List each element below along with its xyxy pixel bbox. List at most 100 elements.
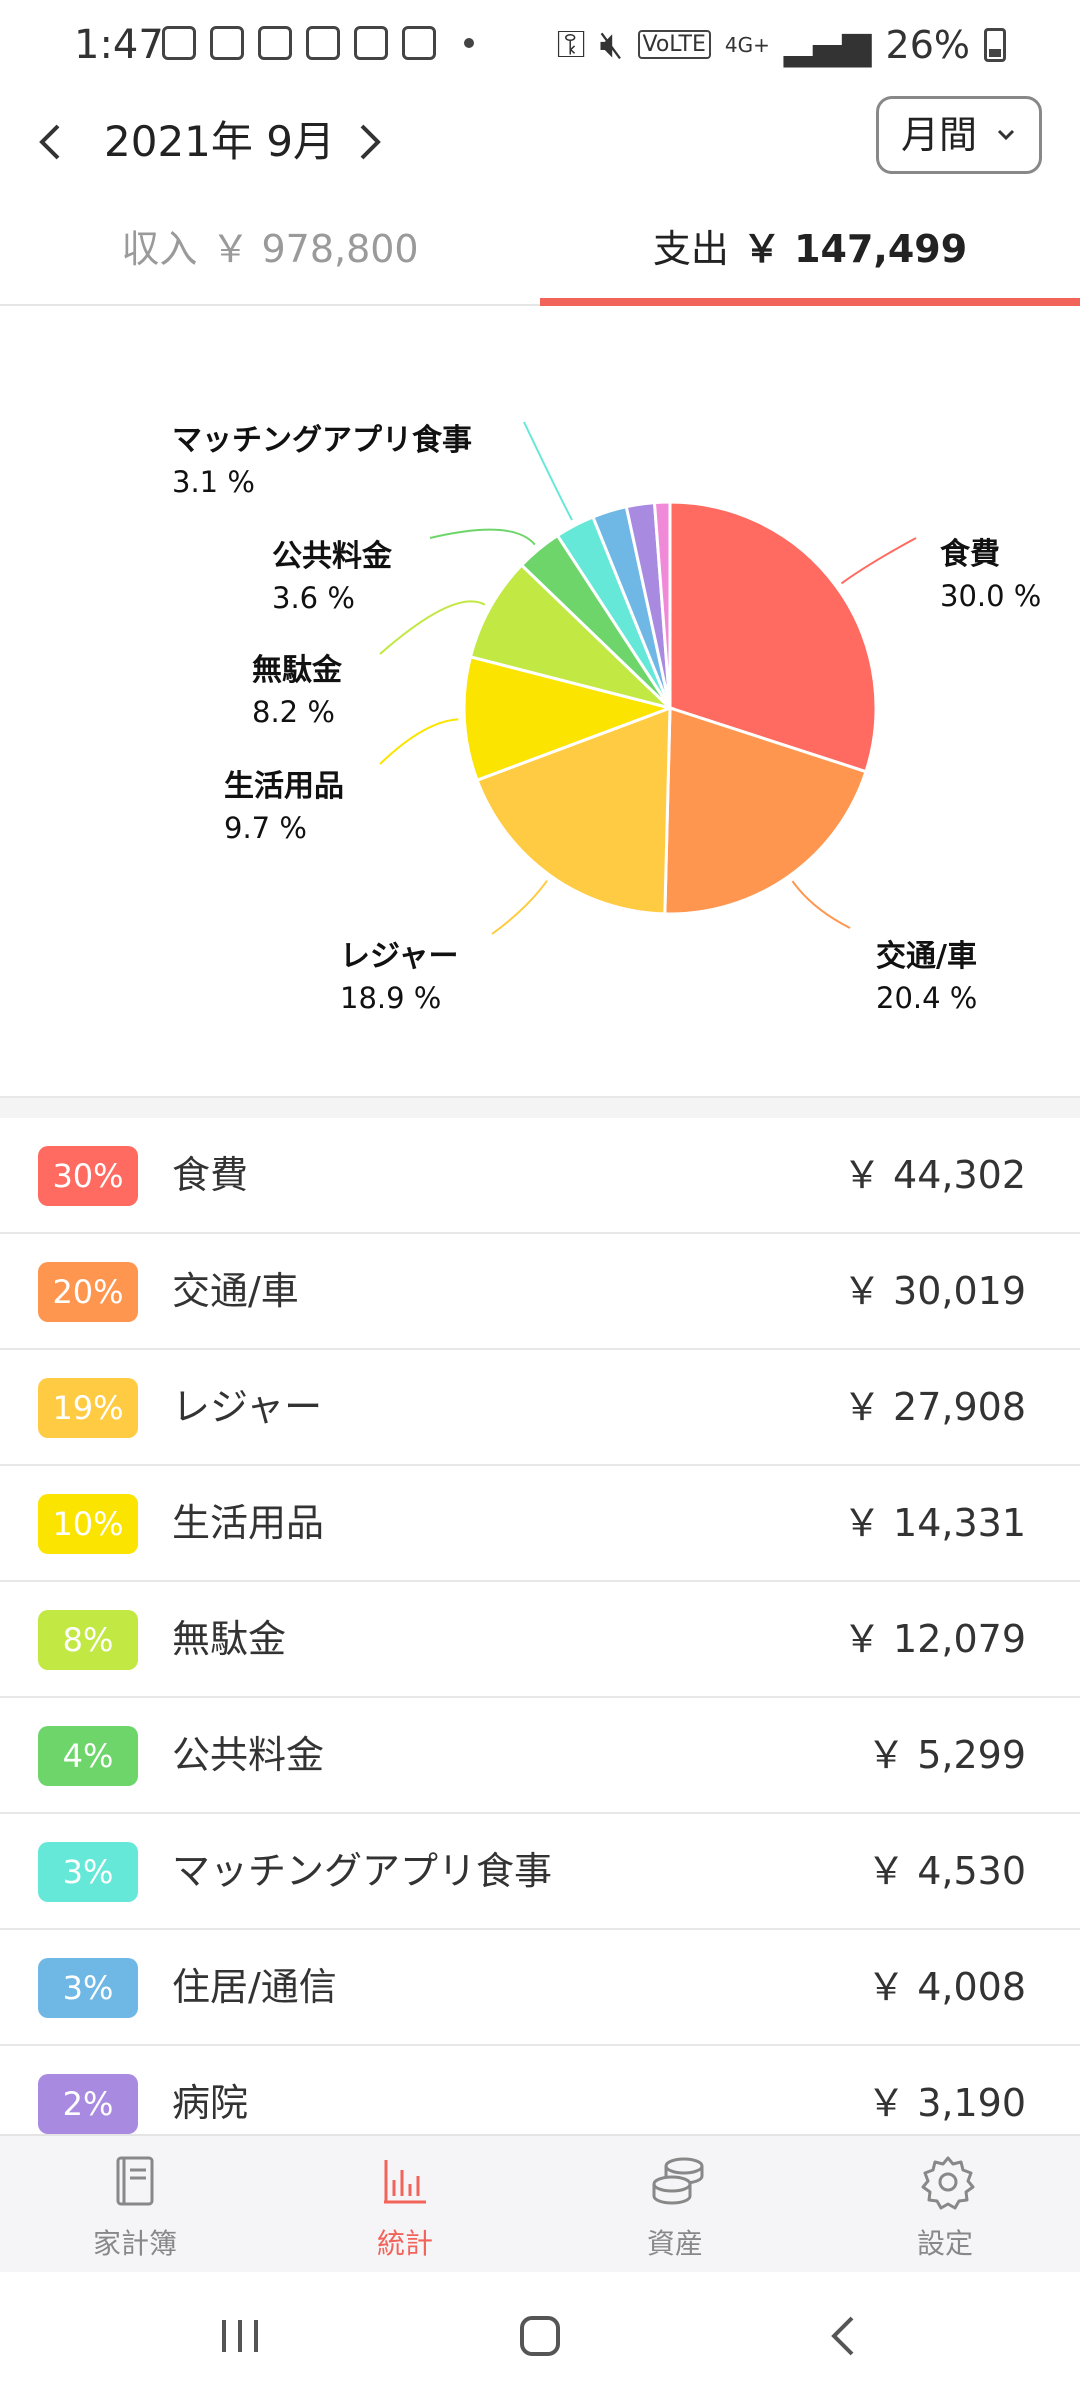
pie-leader-line	[379, 718, 459, 765]
more-notifications-icon	[464, 38, 474, 48]
list-item[interactable]: 3% マッチングアプリ食事 ￥ 4,530	[0, 1814, 1080, 1930]
header: 2021年 9月 月間	[0, 96, 1080, 208]
list-item[interactable]: 10% 生活用品 ￥ 14,331	[0, 1466, 1080, 1582]
nav-item-statistics[interactable]: 統計	[270, 2136, 540, 2274]
category-name: 交通/車	[172, 1269, 299, 1313]
income-expense-tabs: 収入 ￥ 978,800 支出 ￥ 147,499	[0, 208, 1080, 306]
pie-slice	[668, 500, 878, 774]
list-item[interactable]: 2% 病院 ￥ 3,190	[0, 2046, 1080, 2134]
mute-icon: 🔇︎	[599, 22, 624, 66]
tab-income-label: 収入	[121, 227, 198, 271]
category-name: 食費	[172, 1153, 249, 1197]
pie-slice	[462, 654, 675, 783]
pie-slice-label: 食費	[940, 537, 1000, 572]
notification-icons	[162, 26, 474, 60]
category-amount: ￥ 4,530	[867, 1849, 1026, 1893]
category-name: 無駄金	[172, 1617, 287, 1661]
list-item[interactable]: 20% 交通/車 ￥ 30,019	[0, 1234, 1080, 1350]
percent-badge: 4%	[38, 1726, 138, 1786]
nav-item-household-book[interactable]: 家計簿	[0, 2136, 270, 2274]
next-month-button[interactable]	[338, 112, 398, 172]
pie-slice	[475, 705, 672, 916]
percent-badge: 20%	[38, 1262, 138, 1322]
category-amount: ￥ 12,079	[842, 1617, 1026, 1661]
list-item[interactable]: 3% 住居/通信 ￥ 4,008	[0, 1930, 1080, 2046]
pie-slice	[663, 705, 868, 916]
category-amount: ￥ 4,008	[867, 1965, 1026, 2009]
battery-icon	[984, 27, 1006, 62]
pie-leader-line	[840, 537, 917, 585]
notification-app-icon	[258, 26, 292, 60]
pie-slice-percent: 9.7 %	[224, 811, 307, 845]
list-item[interactable]: 30% 食費 ￥ 44,302	[0, 1118, 1080, 1234]
clock: 1:47	[74, 22, 164, 68]
pie-slice-label: 交通/車	[876, 939, 977, 974]
period-dropdown[interactable]: 月間	[876, 96, 1042, 174]
volte-icon: VoLTE	[637, 30, 711, 59]
calendar-icon	[354, 26, 388, 60]
category-amount: ￥ 30,019	[842, 1269, 1026, 1313]
pie-slice-label: 無駄金	[252, 653, 343, 688]
month-title: 2021年 9月	[104, 117, 335, 166]
pie-slice-label: マッチングアプリ食事	[172, 423, 472, 458]
nav-label: 家計簿	[92, 2227, 177, 2260]
nav-label: 統計	[376, 2227, 433, 2260]
tab-income-amount: ￥ 978,800	[211, 227, 419, 271]
pie-leader-line	[379, 600, 486, 655]
system-navigation-bar	[0, 2272, 1080, 2400]
period-value: 月間	[901, 113, 978, 157]
percent-badge: 8%	[38, 1610, 138, 1670]
back-icon	[831, 2316, 854, 2356]
recent-apps-button[interactable]	[210, 2306, 270, 2366]
category-name: 住居/通信	[172, 1965, 337, 2009]
coins-icon	[652, 2157, 704, 2205]
signal-icon: ▂▄▆	[783, 22, 872, 67]
pie-chart-svg: 食費 30.0 % 交通/車 20.4 % レジャー 18.9 % 生活用品 9.7 % 無駄金…	[172, 421, 1041, 1015]
tab-income[interactable]: 収入 ￥ 978,800	[0, 208, 540, 306]
vpn-key-icon: ⚿	[556, 22, 586, 66]
expense-pie-chart: 食費 30.0 % 交通/車 20.4 % レジャー 18.9 % 生活用品 9.7 % 無駄金…	[0, 306, 1080, 1096]
category-name: レジャー	[172, 1385, 323, 1429]
pie-slice-label: レジャー	[340, 939, 459, 974]
pie-slice-percent: 3.6 %	[272, 581, 355, 615]
home-icon	[520, 2316, 560, 2356]
clipboard-icon	[402, 26, 436, 60]
active-tab-indicator	[540, 298, 1080, 306]
list-item[interactable]: 19% レジャー ￥ 27,908	[0, 1350, 1080, 1466]
nav-item-assets[interactable]: 資産	[540, 2136, 810, 2274]
previous-month-button[interactable]	[22, 112, 82, 172]
chevron-left-icon	[39, 124, 60, 160]
percent-badge: 3%	[38, 1958, 138, 2018]
list-item[interactable]: 8% 無駄金 ￥ 12,079	[0, 1582, 1080, 1698]
nav-item-settings[interactable]: 設定	[810, 2136, 1080, 2274]
tab-expense[interactable]: 支出 ￥ 147,499	[540, 208, 1080, 306]
home-button[interactable]	[510, 2306, 570, 2366]
category-amount: ￥ 27,908	[842, 1385, 1026, 1429]
percent-badge: 10%	[38, 1494, 138, 1554]
category-name: 生活用品	[172, 1501, 325, 1545]
percent-badge: 2%	[38, 2074, 138, 2134]
system-indicators: ⚿ 🔇︎ VoLTE 4G+ ▂▄▆ 26%	[557, 22, 1006, 67]
tab-expense-label: 支出	[652, 227, 729, 271]
percent-badge: 3%	[38, 1842, 138, 1902]
category-amount: ￥ 14,331	[842, 1501, 1026, 1545]
pie-slice-percent: 18.9 %	[340, 981, 441, 1015]
category-name: 公共料金	[172, 1733, 325, 1777]
category-name: 病院	[172, 2081, 249, 2125]
category-amount: ￥ 3,190	[867, 2081, 1026, 2125]
notification-app-icon	[162, 26, 196, 60]
category-list: 30% 食費 ￥ 44,302 20% 交通/車 ￥ 30,019 19% レジャー ￥ 27,…	[0, 1118, 1080, 2134]
list-item[interactable]: 4% 公共料金 ￥ 5,299	[0, 1698, 1080, 1814]
pie-slice	[468, 562, 676, 711]
back-button[interactable]	[814, 2306, 874, 2366]
tab-expense-amount: ￥ 147,499	[742, 227, 968, 271]
percent-badge: 19%	[38, 1378, 138, 1438]
category-amount: ￥ 44,302	[842, 1153, 1026, 1197]
pie-slice-percent: 30.0 %	[940, 579, 1041, 613]
nav-label: 設定	[916, 2227, 973, 2260]
nav-label: 資産	[646, 2227, 703, 2260]
category-amount: ￥ 5,299	[867, 1733, 1026, 1777]
network-type: 4G+	[724, 32, 770, 57]
voicemail-icon	[306, 26, 340, 60]
pie-slice-percent: 3.1 %	[172, 465, 255, 499]
